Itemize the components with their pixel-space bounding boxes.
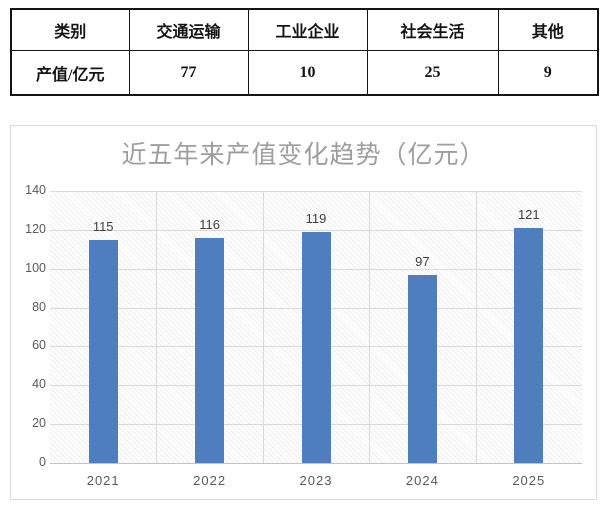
gridline-y-140 — [50, 191, 582, 192]
data-label-2022: 116 — [199, 216, 220, 232]
output-value-table: 类别 交通运输 工业企业 社会生活 其他 产值/亿元 77 10 25 9 — [10, 8, 599, 96]
gridline-y-120 — [50, 229, 582, 231]
table-value-row: 产值/亿元 77 10 25 9 — [10, 50, 599, 96]
chart-title: 近五年来产值变化趋势（亿元） — [121, 142, 486, 169]
data-label-2024: 97 — [415, 253, 430, 269]
table-cell-header-industry: 工业企业 — [247, 8, 368, 51]
y-axis-tick-40: 40 — [32, 377, 46, 392]
x-axis-tick-2025: 2025 — [512, 473, 546, 488]
x-axis-tick-2021: 2021 — [86, 473, 120, 488]
x-axis-tick-2023: 2023 — [299, 473, 333, 488]
bar-chart-panel: 近五年来产值变化趋势（亿元） 115 116 119 97 121 0 20 40 60 80 1… — [10, 125, 597, 500]
x-axis-tick-2022: 2022 — [193, 473, 227, 488]
data-label-2023: 119 — [305, 210, 327, 226]
gridline-x-3 — [369, 191, 371, 463]
table-cell-value-label: 产值/亿元 — [10, 50, 130, 96]
y-axis-tick-120: 120 — [25, 221, 46, 236]
bar-2024 — [407, 274, 437, 463]
table-cell-header-transport: 交通运输 — [128, 8, 249, 51]
y-axis-tick-100: 100 — [25, 260, 46, 275]
x-axis-tick-2024: 2024 — [405, 473, 439, 488]
y-axis-tick-20: 20 — [32, 416, 46, 431]
table-cell-value-other: 9 — [497, 50, 599, 96]
gridline-x-2 — [262, 191, 264, 463]
y-axis-tick-80: 80 — [32, 299, 46, 314]
table-header-row: 类别 交通运输 工业企业 社会生活 其他 — [10, 8, 599, 51]
table-cell-category-label: 类别 — [10, 8, 130, 51]
table-cell-value-social-life: 25 — [366, 50, 499, 96]
table-cell-value-industry: 10 — [247, 50, 368, 96]
bar-2025 — [514, 227, 544, 463]
gridline-y-0 — [50, 463, 582, 464]
y-axis-tick-60: 60 — [32, 338, 46, 353]
plot-area: 115 116 119 97 121 — [50, 191, 582, 464]
bar-2021 — [88, 239, 118, 463]
y-axis-tick-0: 0 — [39, 455, 46, 469]
gridline-x-1 — [156, 191, 158, 463]
data-label-2021: 115 — [92, 218, 114, 234]
table-cell-header-other: 其他 — [497, 8, 599, 51]
bar-2022 — [195, 237, 225, 463]
bar-2023 — [301, 231, 331, 463]
data-label-2025: 121 — [517, 206, 540, 222]
table-cell-header-social-life: 社会生活 — [366, 8, 499, 51]
gridline-x-4 — [475, 191, 477, 463]
table-cell-value-transport: 77 — [128, 50, 249, 96]
y-axis-tick-140: 140 — [25, 183, 46, 197]
